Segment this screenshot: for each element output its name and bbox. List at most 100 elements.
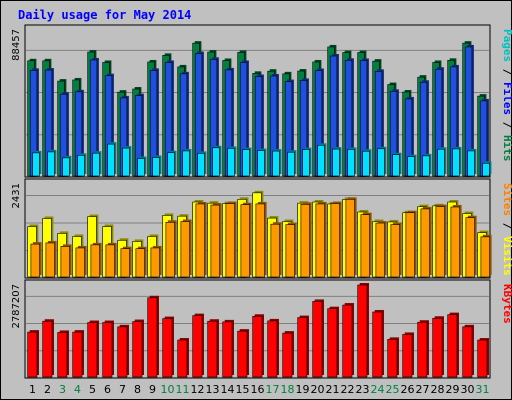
bar-sv-sites bbox=[240, 202, 252, 278]
panel-kb: 2787207 KBytes bbox=[11, 279, 512, 379]
x-tick-label: 26 bbox=[401, 383, 415, 396]
bar-sv-sites bbox=[300, 202, 312, 278]
bar-kb-kbytes-face bbox=[462, 326, 473, 378]
legend-entry: / bbox=[501, 115, 512, 135]
x-tick-label: 11 bbox=[176, 383, 190, 396]
bar-sv-sites-face bbox=[45, 242, 55, 278]
bar-pfh-pages-face bbox=[152, 157, 160, 177]
bar-sv-sites-face bbox=[135, 248, 145, 278]
bar-pfh-pages bbox=[137, 156, 147, 177]
bar-sv-sites bbox=[345, 197, 357, 278]
bar-pfh-pages bbox=[212, 145, 222, 177]
bar-pfh-pages bbox=[47, 149, 57, 177]
chart-title: Daily usage for May 2014 bbox=[18, 8, 191, 22]
bar-kb-kbytes-face bbox=[387, 339, 398, 378]
x-tick-label: 14 bbox=[221, 383, 235, 396]
bar-pfh-pages-face bbox=[437, 148, 445, 177]
bar-pfh-pages-face bbox=[482, 162, 490, 177]
bar-pfh-pages bbox=[272, 149, 282, 177]
bar-sv-sites-face bbox=[405, 212, 415, 278]
chart-panels: 88457 Pages / Files / Hits 2431 Sites / Vis… bbox=[11, 24, 512, 379]
x-tick-label: 1 bbox=[29, 383, 36, 396]
bar-kb-kbytes-face bbox=[177, 339, 188, 378]
bar-pfh-pages bbox=[32, 150, 42, 177]
x-tick-label: 19 bbox=[296, 383, 310, 396]
bar-pfh-pages-face bbox=[32, 152, 40, 177]
bar-kb-kbytes-face bbox=[477, 339, 488, 378]
bar-pfh-pages bbox=[167, 150, 177, 177]
x-tick-label: 22 bbox=[341, 383, 355, 396]
bar-sv-sites bbox=[90, 242, 102, 278]
bar-pfh-pages bbox=[407, 154, 417, 177]
bar-pfh-pages-face bbox=[242, 149, 250, 177]
panel-pfh-max-label: 88457 bbox=[11, 29, 22, 61]
bar-pfh-pages-face bbox=[227, 148, 235, 177]
bar-pfh-pages-face bbox=[287, 151, 295, 177]
bar-pfh-pages-face bbox=[77, 155, 85, 177]
bar-pfh-pages-face bbox=[137, 158, 145, 177]
bar-sv-sites bbox=[120, 246, 132, 278]
bar-sv-sites-face bbox=[330, 203, 340, 278]
bar-sv-sites-face bbox=[345, 199, 355, 278]
bar-pfh-pages-face bbox=[422, 155, 430, 177]
bar-pfh-pages-face bbox=[377, 148, 385, 177]
panel-kb-legend: KBytes bbox=[501, 284, 512, 324]
bar-sv-sites bbox=[45, 240, 57, 278]
bar-sv-sites-face bbox=[60, 246, 70, 278]
bar-kb-kbytes-face bbox=[447, 314, 458, 378]
bar-kb-kbytes-face bbox=[72, 331, 83, 378]
bar-pfh-pages-face bbox=[212, 147, 220, 177]
bar-sv-sites bbox=[30, 242, 42, 278]
bar-pfh-pages-face bbox=[122, 147, 130, 177]
bar-sv-sites-face bbox=[450, 206, 460, 278]
bar-kb-kbytes bbox=[312, 299, 324, 378]
bar-pfh-pages bbox=[62, 155, 72, 177]
bar-pfh-pages bbox=[77, 153, 87, 177]
bar-sv-sites bbox=[465, 215, 477, 278]
bar-kb-kbytes-face bbox=[252, 315, 263, 378]
bar-pfh-pages bbox=[287, 150, 297, 177]
bar-pfh-pages bbox=[92, 151, 102, 177]
bar-pfh-pages-face bbox=[302, 149, 310, 177]
bar-kb-kbytes-face bbox=[237, 330, 248, 378]
bar-sv-sites-face bbox=[390, 224, 400, 278]
panel-sv-max-label: 2431 bbox=[11, 183, 22, 208]
legend-entry: Visits bbox=[501, 236, 512, 276]
x-tick-label: 20 bbox=[311, 383, 325, 396]
bar-pfh-pages bbox=[422, 153, 432, 177]
bar-pfh-pages bbox=[182, 148, 192, 177]
bar-sv-sites-face bbox=[270, 223, 280, 278]
x-tick-label: 3 bbox=[59, 383, 66, 396]
bar-pfh-pages-face bbox=[392, 154, 400, 177]
bar-pfh-pages bbox=[347, 147, 357, 177]
x-tick-label: 23 bbox=[356, 383, 370, 396]
panel-pfh-legend: Pages / Files / Hits bbox=[501, 29, 512, 162]
bar-pfh-pages bbox=[197, 151, 207, 177]
bar-kb-kbytes bbox=[132, 319, 144, 378]
bar-sv-sites bbox=[390, 222, 402, 278]
panel-kb-max-label: 2787207 bbox=[11, 284, 22, 329]
bar-kb-kbytes bbox=[477, 338, 489, 378]
bar-pfh-pages-face bbox=[92, 152, 100, 177]
bar-kb-kbytes-face bbox=[222, 321, 233, 378]
x-tick-label: 9 bbox=[149, 383, 156, 396]
bar-kb-kbytes-face bbox=[357, 284, 368, 378]
bar-pfh-pages-face bbox=[467, 150, 475, 177]
bar-sv-sites bbox=[60, 244, 72, 278]
bar-kb-kbytes bbox=[417, 320, 429, 378]
x-tick-label: 16 bbox=[251, 383, 265, 396]
x-tick-label: 25 bbox=[386, 383, 400, 396]
x-tick-label: 15 bbox=[236, 383, 250, 396]
bar-sv-sites-face bbox=[195, 203, 205, 278]
bar-pfh-pages-face bbox=[347, 149, 355, 177]
bar-pfh-pages bbox=[437, 147, 447, 177]
bar-sv-sites-face bbox=[480, 236, 490, 278]
bar-kb-kbytes bbox=[117, 324, 129, 378]
bar-sv-sites-face bbox=[300, 204, 310, 278]
x-tick-label: 24 bbox=[371, 383, 385, 396]
bar-kb-kbytes bbox=[327, 306, 339, 378]
bar-pfh-pages bbox=[452, 146, 462, 177]
bar-kb-kbytes-face bbox=[57, 332, 68, 378]
bar-kb-kbytes bbox=[27, 330, 39, 378]
bar-kb-kbytes-face bbox=[327, 308, 338, 378]
